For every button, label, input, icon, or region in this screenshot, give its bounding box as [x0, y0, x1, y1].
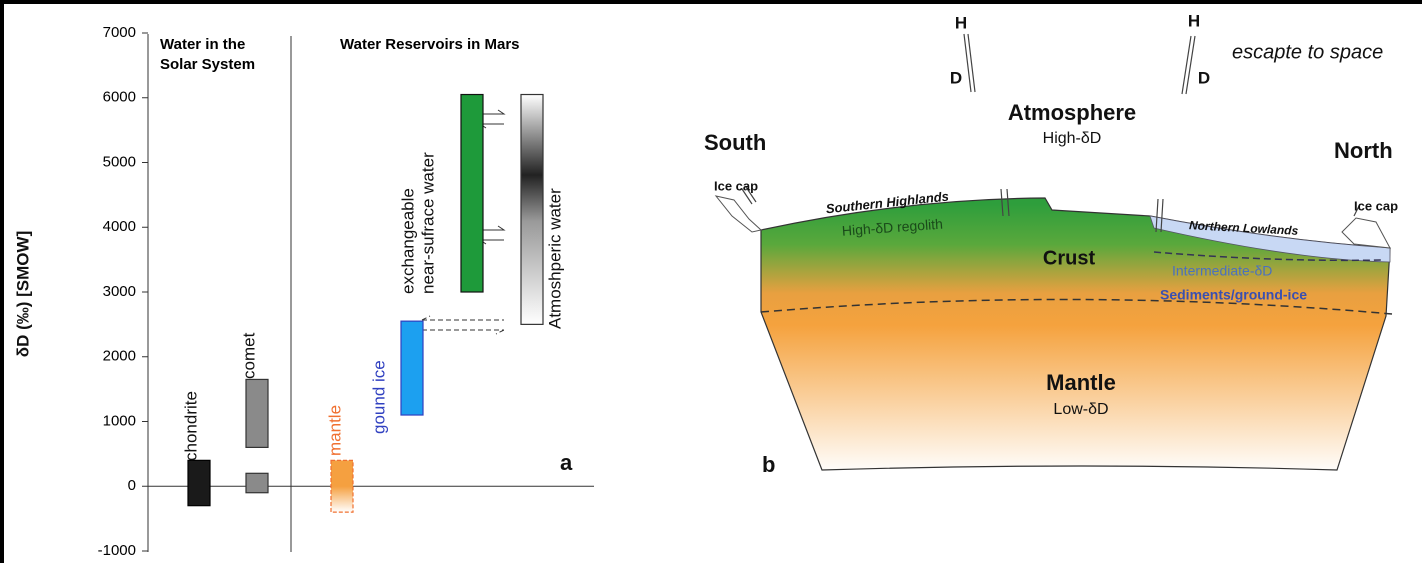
panel-label: b	[762, 452, 775, 477]
ice-cap-shape	[716, 196, 761, 232]
y-tick-label: 2000	[103, 348, 136, 365]
label: H	[1188, 11, 1200, 30]
label: H	[955, 13, 967, 32]
figure-canvas: H D H D escapte to space Atmosphere High…	[4, 4, 1422, 563]
y-tick-label: 4000	[103, 218, 136, 235]
bar-label: comet	[239, 332, 258, 379]
y-tick-label: 6000	[103, 89, 136, 106]
label: Intermediate-δD	[1172, 263, 1272, 279]
label: Sediments/ground-ice	[1160, 287, 1307, 303]
label: Ice cap	[1354, 198, 1398, 213]
label: North	[1334, 138, 1393, 163]
range-bar	[246, 379, 268, 447]
label: escapte to space	[1232, 41, 1383, 63]
bar-label: Atmoshperic water	[545, 188, 564, 329]
y-tick-label: 3000	[103, 283, 136, 300]
figure: H D H D escapte to space Atmosphere High…	[0, 0, 1422, 563]
y-axis-label: δD (‰) [SMOW]	[13, 231, 32, 357]
range-bar	[331, 460, 353, 512]
label: Low-δD	[1053, 401, 1108, 418]
panel-label: a	[560, 450, 573, 475]
range-bar	[401, 321, 423, 415]
bar-label: exchangeable	[398, 188, 417, 294]
bar-label: near-sufrace water	[418, 152, 437, 294]
ice-cap-shape	[1342, 218, 1390, 248]
bar-label: gound ice	[369, 360, 388, 434]
label: Crust	[1043, 247, 1096, 269]
y-tick-label: -1000	[98, 542, 136, 559]
label: D	[1198, 68, 1210, 87]
label: D	[950, 68, 962, 87]
label: High-δD	[1043, 130, 1102, 147]
y-tick-label: 7000	[103, 24, 136, 41]
label: South	[704, 130, 766, 155]
label: Ice cap	[714, 178, 758, 193]
group-title: Water Reservoirs in Mars	[340, 36, 520, 53]
group-title: Solar System	[160, 56, 255, 73]
range-bar	[246, 473, 268, 492]
bar-label: chondrite	[181, 391, 200, 461]
group-title: Water in the	[160, 36, 245, 53]
bar-label: mantle	[325, 405, 344, 456]
y-tick-label: 0	[128, 477, 136, 494]
label: Atmosphere	[1008, 100, 1136, 125]
label: Mantle	[1046, 370, 1116, 395]
range-bar	[521, 95, 543, 325]
range-bar	[461, 95, 483, 292]
range-bar	[188, 460, 210, 505]
y-tick-label: 1000	[103, 412, 136, 429]
y-tick-label: 5000	[103, 153, 136, 170]
